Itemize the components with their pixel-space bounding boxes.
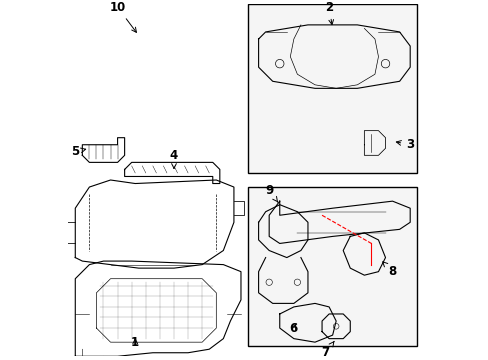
Text: 6: 6 <box>289 321 297 334</box>
Text: 3: 3 <box>396 138 413 151</box>
Text: 2: 2 <box>325 1 333 24</box>
Text: 8: 8 <box>382 262 396 278</box>
Text: 9: 9 <box>264 184 277 202</box>
Text: 4: 4 <box>169 149 178 168</box>
Text: 1: 1 <box>131 336 139 349</box>
Text: 10: 10 <box>109 1 136 32</box>
Bar <box>247 4 416 173</box>
Bar <box>247 187 416 346</box>
Text: 7: 7 <box>321 341 333 359</box>
Text: 5: 5 <box>71 145 85 158</box>
